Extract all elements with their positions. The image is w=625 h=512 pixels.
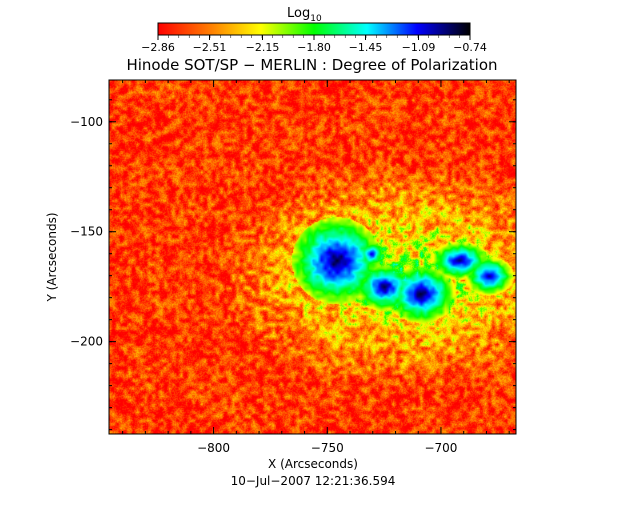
- plot-frame: [108, 79, 517, 435]
- x-tick-label: −700: [424, 441, 457, 455]
- x-tick-label: −750: [311, 441, 344, 455]
- y-axis-label: Y (Arcseconds): [45, 212, 59, 302]
- chart-title: Hinode SOT/SP − MERLIN : Degree of Polar…: [126, 56, 497, 74]
- timestamp: 10−Jul−2007 12:21:36.594: [231, 474, 396, 488]
- colorbar: [157, 22, 471, 36]
- colorbar-label: Log10: [287, 6, 322, 24]
- y-tick-label: −200: [70, 335, 103, 349]
- y-tick-label: −150: [70, 225, 103, 239]
- colorbar-tick-label: −2.86: [141, 41, 175, 54]
- colorbar-tick-label: −0.74: [453, 41, 487, 54]
- colorbar-tick-label: −2.51: [193, 41, 227, 54]
- axis-ticks: −800 −750 −700 −100 −150 −200: [70, 80, 516, 455]
- plot-area: [108, 79, 517, 435]
- x-tick-label: −800: [197, 441, 230, 455]
- colorbar-tick-label: −1.80: [297, 41, 331, 54]
- colorbar-tick-label: −1.45: [349, 41, 383, 54]
- x-axis-label: X (Arcseconds): [268, 457, 358, 471]
- colorbar-tick-label: −2.15: [246, 41, 280, 54]
- colorbar-ticks: −2.86 −2.51 −2.15 −1.80 −1.45 −1.09 −0.74: [141, 35, 487, 54]
- polarization-heatmap: [109, 80, 516, 434]
- colorbar-tick-label: −1.09: [402, 41, 436, 54]
- y-tick-label: −100: [70, 115, 103, 129]
